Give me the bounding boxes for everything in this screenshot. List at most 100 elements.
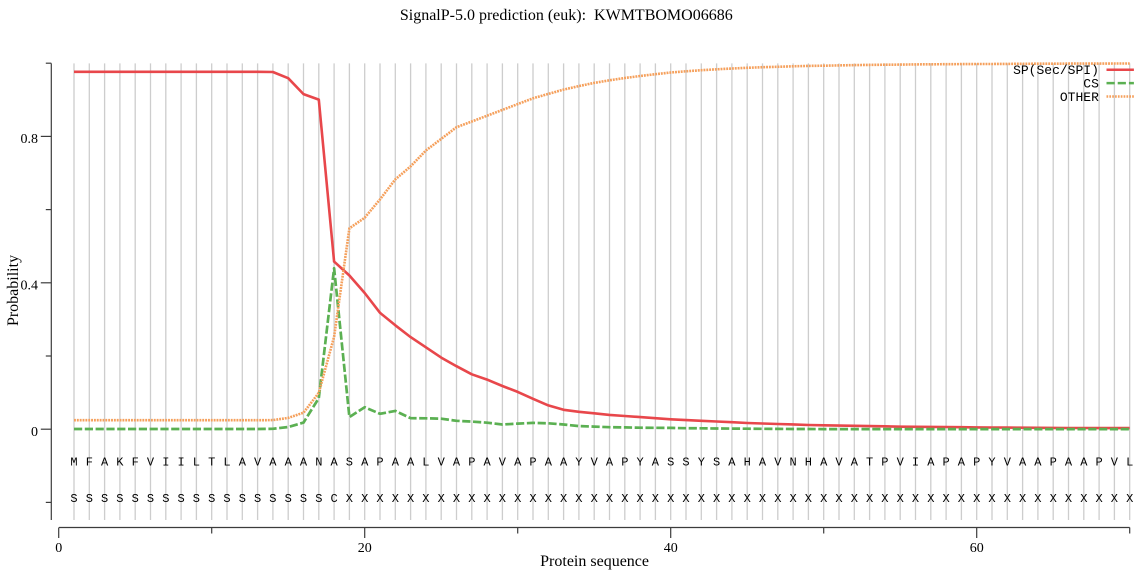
svg-text:X: X bbox=[835, 492, 842, 506]
svg-text:X: X bbox=[759, 492, 766, 506]
svg-text:S: S bbox=[239, 492, 246, 506]
svg-text:X: X bbox=[713, 492, 720, 506]
svg-text:X: X bbox=[744, 492, 751, 506]
svg-text:S: S bbox=[346, 456, 353, 470]
svg-text:A: A bbox=[285, 456, 293, 470]
svg-text:X: X bbox=[529, 492, 536, 506]
svg-text:X: X bbox=[636, 492, 643, 506]
svg-text:N: N bbox=[789, 456, 796, 470]
svg-text:C: C bbox=[330, 492, 337, 506]
svg-text:S: S bbox=[70, 492, 77, 506]
svg-text:S: S bbox=[713, 456, 720, 470]
svg-text:P: P bbox=[881, 456, 888, 470]
svg-text:A: A bbox=[483, 456, 491, 470]
svg-text:V: V bbox=[499, 456, 507, 470]
svg-text:S: S bbox=[223, 492, 230, 506]
svg-text:X: X bbox=[988, 492, 995, 506]
svg-text:A: A bbox=[606, 456, 614, 470]
svg-text:X: X bbox=[682, 492, 689, 506]
svg-text:X: X bbox=[621, 492, 628, 506]
svg-text:S: S bbox=[269, 492, 276, 506]
svg-text:SignalP-5.0 prediction (euk):: SignalP-5.0 prediction (euk): KWMTBOMO06… bbox=[400, 7, 733, 24]
svg-text:X: X bbox=[499, 492, 506, 506]
svg-text:P: P bbox=[1095, 456, 1102, 470]
svg-text:X: X bbox=[927, 492, 934, 506]
svg-text:X: X bbox=[1034, 492, 1041, 506]
svg-text:X: X bbox=[483, 492, 490, 506]
svg-text:I: I bbox=[912, 456, 919, 470]
svg-text:A: A bbox=[927, 456, 935, 470]
svg-text:Probability: Probability bbox=[5, 255, 22, 326]
svg-text:V: V bbox=[1111, 456, 1119, 470]
svg-text:A: A bbox=[361, 456, 369, 470]
svg-text:A: A bbox=[239, 456, 247, 470]
svg-text:X: X bbox=[1004, 492, 1011, 506]
svg-text:H: H bbox=[744, 456, 751, 470]
svg-text:A: A bbox=[407, 456, 415, 470]
svg-text:A: A bbox=[1019, 456, 1027, 470]
svg-text:0.4: 0.4 bbox=[21, 278, 39, 293]
svg-text:X: X bbox=[912, 492, 919, 506]
svg-text:P: P bbox=[529, 456, 536, 470]
svg-text:V: V bbox=[774, 456, 782, 470]
svg-text:OTHER: OTHER bbox=[1060, 90, 1099, 105]
svg-text:Y: Y bbox=[575, 456, 582, 470]
svg-text:I: I bbox=[162, 456, 169, 470]
svg-text:X: X bbox=[575, 492, 582, 506]
svg-text:M: M bbox=[70, 456, 77, 470]
svg-text:P: P bbox=[973, 456, 980, 470]
svg-text:X: X bbox=[545, 492, 552, 506]
svg-text:A: A bbox=[1065, 456, 1073, 470]
svg-text:X: X bbox=[1080, 492, 1087, 506]
svg-text:X: X bbox=[942, 492, 949, 506]
svg-text:X: X bbox=[514, 492, 521, 506]
svg-text:S: S bbox=[86, 492, 93, 506]
svg-text:X: X bbox=[468, 492, 475, 506]
svg-text:T: T bbox=[866, 456, 873, 470]
svg-text:L: L bbox=[223, 456, 230, 470]
svg-text:F: F bbox=[132, 456, 139, 470]
svg-text:A: A bbox=[820, 456, 828, 470]
svg-text:X: X bbox=[881, 492, 888, 506]
svg-text:X: X bbox=[866, 492, 873, 506]
svg-text:X: X bbox=[591, 492, 598, 506]
svg-text:A: A bbox=[392, 456, 400, 470]
svg-text:P: P bbox=[621, 456, 628, 470]
svg-text:X: X bbox=[728, 492, 735, 506]
svg-text:X: X bbox=[1065, 492, 1072, 506]
svg-text:S: S bbox=[101, 492, 108, 506]
svg-text:Y: Y bbox=[988, 456, 995, 470]
svg-text:A: A bbox=[300, 456, 308, 470]
svg-text:X: X bbox=[392, 492, 399, 506]
svg-text:X: X bbox=[667, 492, 674, 506]
svg-text:V: V bbox=[438, 456, 446, 470]
svg-text:0.8: 0.8 bbox=[21, 132, 39, 147]
svg-text:X: X bbox=[897, 492, 904, 506]
svg-text:A: A bbox=[269, 456, 277, 470]
svg-text:0: 0 bbox=[31, 425, 38, 440]
svg-text:X: X bbox=[376, 492, 383, 506]
svg-text:K: K bbox=[116, 456, 124, 470]
svg-text:X: X bbox=[1111, 492, 1118, 506]
svg-text:S: S bbox=[285, 492, 292, 506]
svg-text:S: S bbox=[667, 456, 674, 470]
svg-text:A: A bbox=[759, 456, 767, 470]
svg-text:X: X bbox=[560, 492, 567, 506]
svg-text:X: X bbox=[789, 492, 796, 506]
svg-text:X: X bbox=[958, 492, 965, 506]
svg-text:X: X bbox=[346, 492, 353, 506]
svg-text:Y: Y bbox=[698, 456, 705, 470]
svg-text:S: S bbox=[177, 492, 184, 506]
svg-text:X: X bbox=[407, 492, 414, 506]
svg-text:X: X bbox=[1126, 492, 1133, 506]
svg-text:S: S bbox=[254, 492, 261, 506]
svg-text:X: X bbox=[1095, 492, 1102, 506]
svg-text:V: V bbox=[591, 456, 599, 470]
svg-text:A: A bbox=[545, 456, 553, 470]
svg-text:X: X bbox=[453, 492, 460, 506]
svg-text:CS: CS bbox=[1083, 77, 1099, 92]
svg-text:S: S bbox=[315, 492, 322, 506]
svg-text:A: A bbox=[101, 456, 109, 470]
svg-text:X: X bbox=[820, 492, 827, 506]
svg-text:V: V bbox=[835, 456, 843, 470]
